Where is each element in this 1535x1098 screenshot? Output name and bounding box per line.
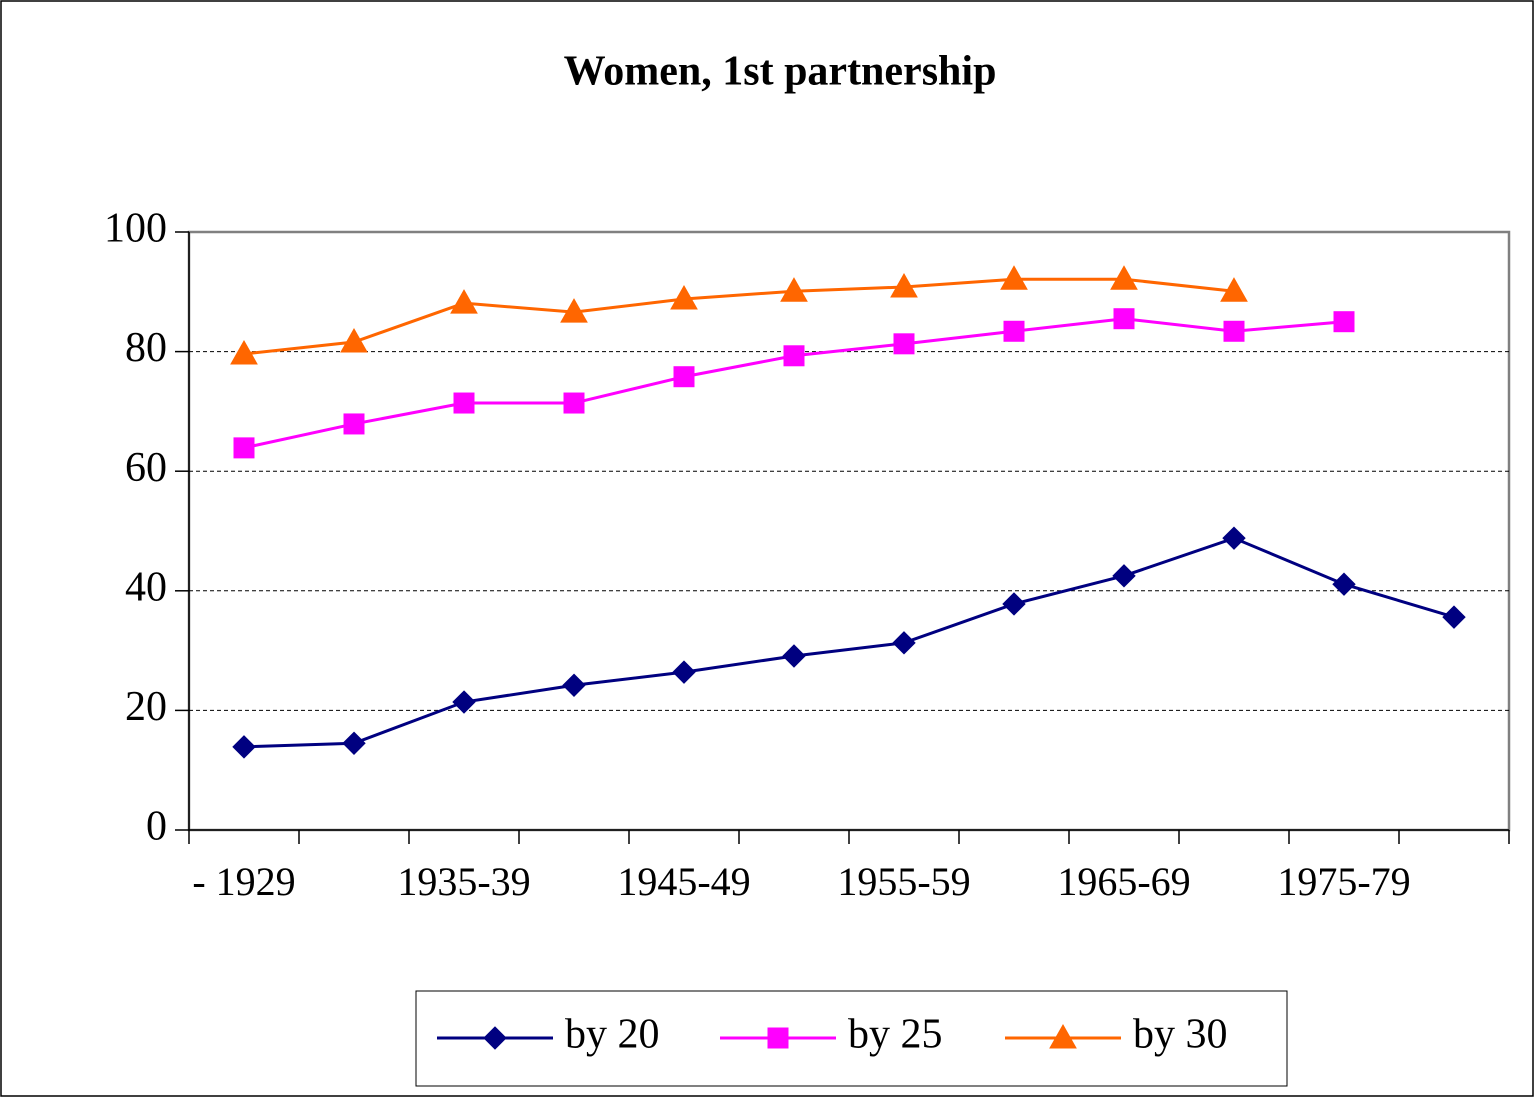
x-tick-label: 1965-69 — [1057, 859, 1190, 904]
legend-marker — [1049, 1023, 1077, 1049]
x-tick-label: 1935-39 — [397, 859, 530, 904]
data-point — [452, 690, 476, 714]
data-point — [1113, 308, 1135, 330]
data-point — [562, 673, 586, 697]
data-point — [890, 272, 918, 298]
data-point — [782, 644, 806, 668]
plot-area — [187, 230, 1511, 832]
data-point — [1112, 564, 1136, 588]
data-point — [1222, 526, 1246, 550]
data-point — [1220, 277, 1248, 302]
x-tick-label: 1955-59 — [837, 859, 970, 904]
data-point — [672, 660, 696, 684]
data-point — [1002, 592, 1026, 616]
legend-label: by 30 — [1133, 1012, 1228, 1058]
chart-title: Women, 1st partnership — [564, 49, 997, 95]
data-point — [230, 339, 258, 365]
data-point — [1000, 265, 1028, 290]
y-tick-label: 60 — [125, 445, 167, 491]
data-point — [780, 277, 808, 302]
data-point — [450, 289, 478, 314]
y-tick-label: 100 — [104, 206, 167, 252]
series-line — [243, 277, 1235, 356]
data-point — [342, 731, 366, 755]
data-point — [1442, 605, 1466, 629]
data-point — [343, 413, 365, 435]
data-point — [892, 631, 916, 655]
legend-box — [415, 990, 1288, 1087]
data-point — [453, 392, 475, 414]
data-point — [893, 333, 915, 355]
legend-marker — [483, 1026, 507, 1050]
data-point — [1333, 311, 1355, 333]
data-point — [563, 392, 585, 414]
data-point — [1110, 265, 1138, 290]
data-point — [1223, 320, 1245, 342]
x-tick-label: 1975-79 — [1277, 859, 1410, 904]
data-point — [783, 345, 805, 367]
data-point — [340, 328, 368, 353]
data-point — [1332, 572, 1356, 596]
data-point — [673, 366, 695, 388]
data-point — [233, 437, 255, 459]
y-tick-label: 40 — [125, 564, 167, 610]
legend-label: by 20 — [565, 1012, 660, 1058]
y-tick-label: 0 — [146, 804, 167, 850]
y-tick-label: 80 — [125, 325, 167, 371]
data-point — [560, 298, 588, 323]
x-tick-label: - 1929 — [192, 859, 295, 904]
data-point — [1003, 320, 1025, 342]
data-point — [670, 284, 698, 310]
y-tick-label: 20 — [125, 684, 167, 730]
x-tick-label: 1945-49 — [617, 859, 750, 904]
legend-marker — [767, 1027, 789, 1049]
series-line — [243, 536, 1455, 749]
legend-label: by 25 — [848, 1012, 943, 1058]
data-point — [232, 735, 256, 759]
